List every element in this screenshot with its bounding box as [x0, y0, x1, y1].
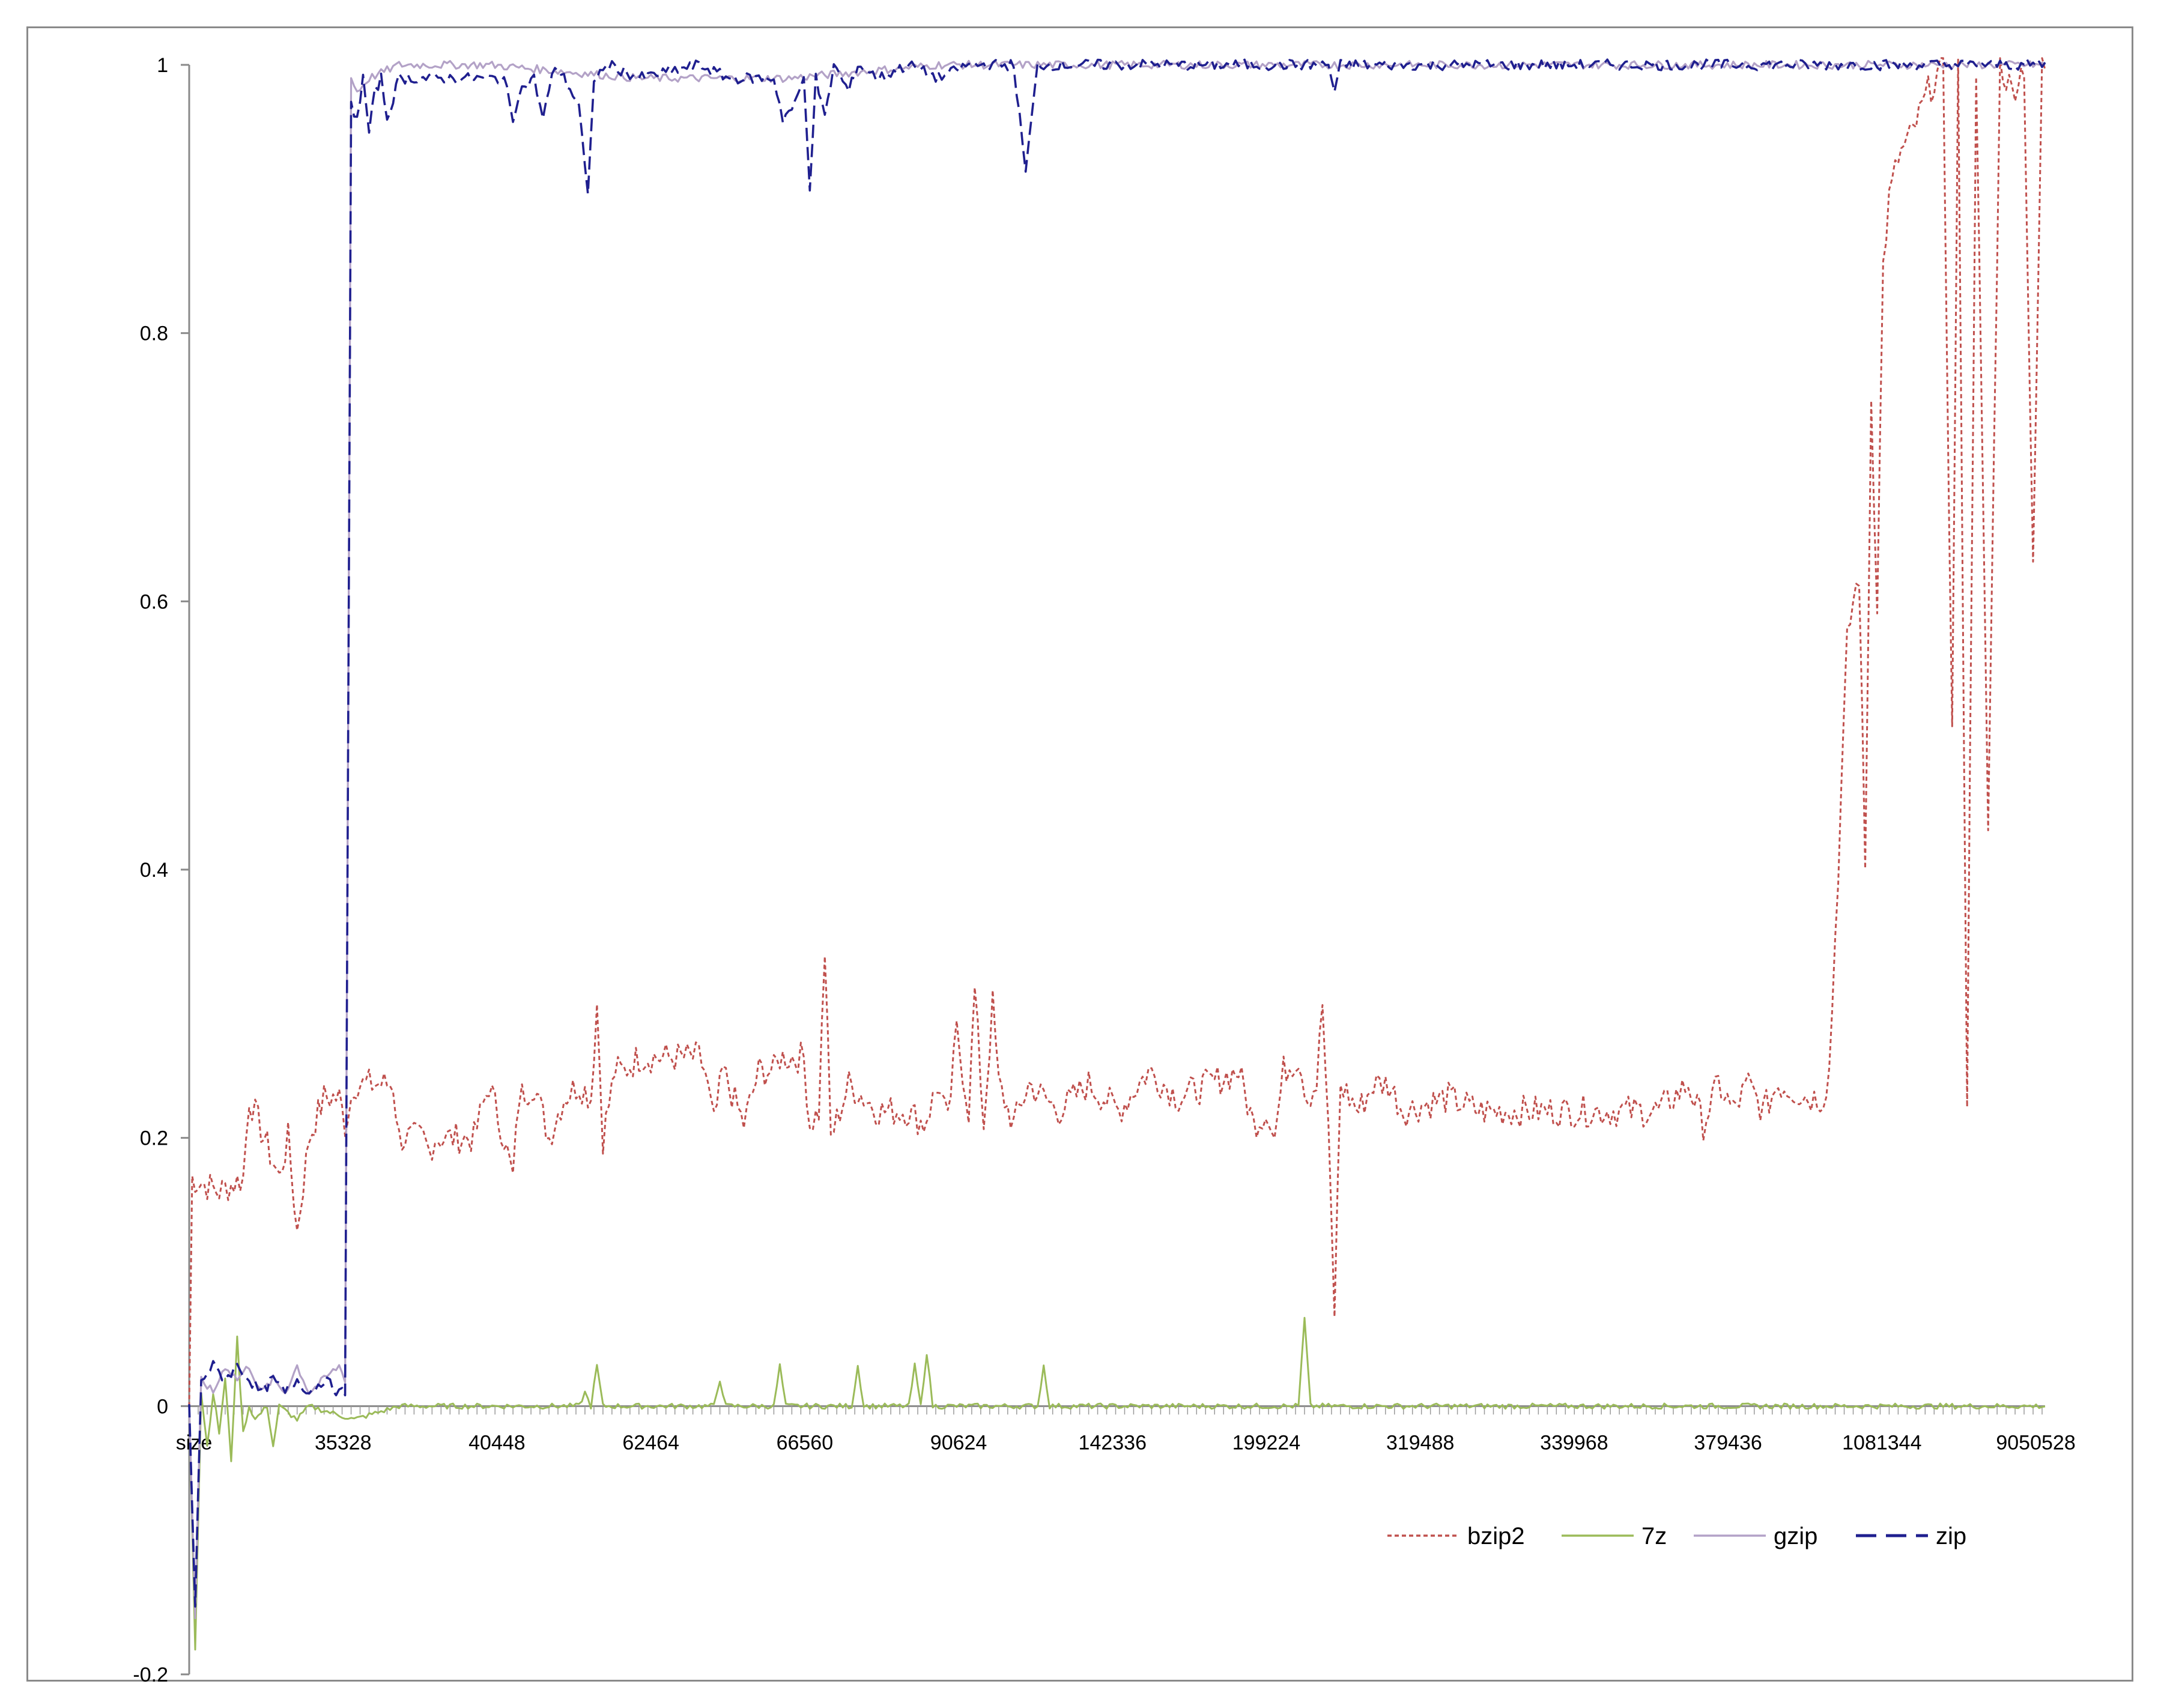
series-line-bzip2 — [188, 57, 2046, 1407]
x-tick-label: 319488 — [1386, 1431, 1454, 1454]
x-tick-label: 379436 — [1694, 1431, 1762, 1454]
x-tick-label: 9050528 — [1996, 1431, 2075, 1454]
legend-label-bzip2: bzip2 — [1467, 1523, 1525, 1549]
y-tick-label: 0 — [157, 1395, 168, 1418]
y-tick-label: 0.8 — [140, 323, 168, 345]
x-tick-label: 142336 — [1079, 1431, 1147, 1454]
x-tick-label: 1081344 — [1842, 1431, 1921, 1454]
y-tick-label: 0.2 — [140, 1127, 168, 1150]
y-tick-label: 0.4 — [140, 859, 168, 882]
legend-label-7z: 7z — [1641, 1523, 1667, 1549]
y-tick-label: -0.2 — [133, 1664, 168, 1686]
y-tick-label: 0.6 — [140, 590, 168, 613]
x-tick-label: 90624 — [930, 1431, 987, 1454]
series-line-zip — [188, 58, 2046, 1608]
legend-label-zip: zip — [1936, 1523, 1966, 1549]
x-tick-label: 62464 — [622, 1431, 679, 1454]
x-tick-label: 40448 — [468, 1431, 526, 1454]
legend-label-gzip: gzip — [1774, 1523, 1817, 1549]
series-layer — [188, 57, 2046, 1651]
x-tick-label: 199224 — [1232, 1431, 1300, 1454]
series-line-7z — [188, 1316, 2046, 1651]
x-tick-label: 66560 — [777, 1431, 834, 1454]
x-tick-label: 339968 — [1540, 1431, 1608, 1454]
series-line-gzip — [188, 59, 2046, 1619]
legend: bzip2 7z gzip zip — [1387, 1523, 1966, 1549]
y-tick-label: 1 — [157, 54, 168, 77]
x-tick-label: 35328 — [315, 1431, 372, 1454]
